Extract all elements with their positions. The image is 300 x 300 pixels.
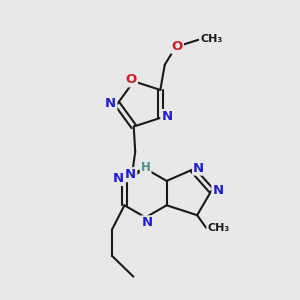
Text: CH₃: CH₃: [207, 223, 230, 233]
Text: N: N: [212, 184, 224, 197]
Text: CH₃: CH₃: [200, 34, 222, 44]
Text: N: N: [112, 172, 124, 185]
Text: N: N: [105, 98, 116, 110]
Text: N: N: [161, 110, 172, 123]
Text: O: O: [126, 73, 137, 86]
Text: N: N: [142, 216, 153, 229]
Text: O: O: [172, 40, 183, 53]
Text: N: N: [193, 162, 204, 175]
Text: H: H: [141, 161, 151, 174]
Text: N: N: [125, 168, 136, 181]
